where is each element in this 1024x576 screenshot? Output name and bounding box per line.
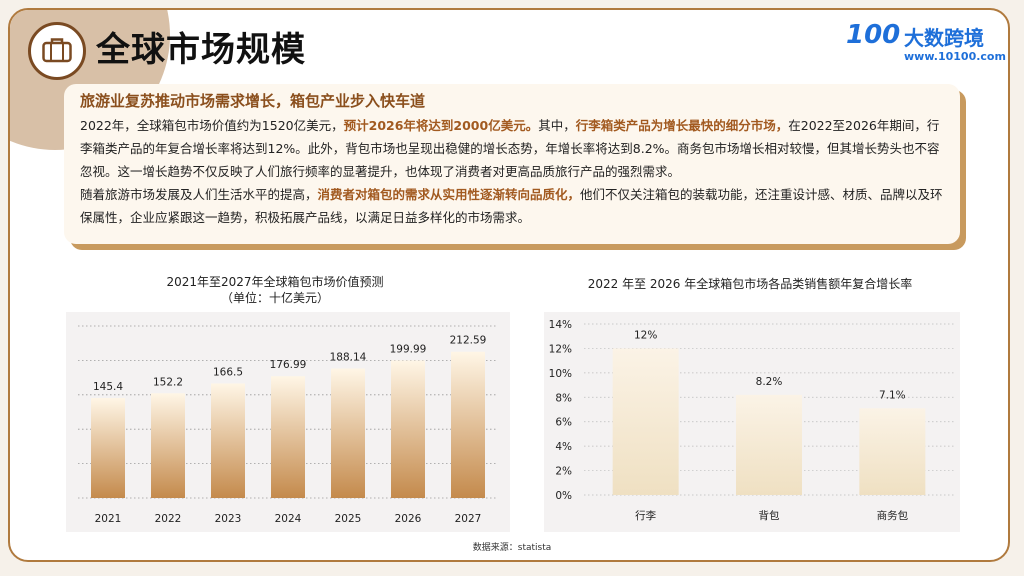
brand-logo: 100 大数跨境 www.10100.com xyxy=(846,20,1006,70)
chart2-y-tick: 4% xyxy=(555,441,572,453)
summary-paragraph-1: 2022年，全球箱包市场价值约为1520亿美元，预计2026年将达到2000亿美… xyxy=(80,114,950,183)
chart2-y-tick: 0% xyxy=(555,490,572,502)
summary-body: 2022年，全球箱包市场价值约为1520亿美元，预计2026年将达到2000亿美… xyxy=(80,114,950,229)
chart1-title-block: 2021年至2027年全球箱包市场价值预测 （单位：十亿美元） xyxy=(110,274,440,306)
chart1-value-label: 212.59 xyxy=(450,335,487,347)
chart2-y-tick: 8% xyxy=(555,392,572,404)
chart2-title: 2022 年至 2026 年全球箱包市场各品类销售额年复合增长率 xyxy=(587,277,913,291)
chart2-bar xyxy=(612,348,679,495)
chart1-bar xyxy=(151,393,185,498)
chart2-x-tick: 行李 xyxy=(635,509,656,522)
p2-text-a: 随着旅游市场发展及人们生活水平的提高， xyxy=(80,187,318,202)
chart2-x-tick: 商务包 xyxy=(877,509,909,522)
chart1-value-label: 176.99 xyxy=(270,359,307,371)
chart2-y-tick: 12% xyxy=(549,343,572,355)
data-source: 数据来源：statista xyxy=(472,543,552,553)
chart1-value-label: 188.14 xyxy=(330,352,367,364)
p1-highlight-1: 预计2026年将达到2000亿美元。 xyxy=(343,118,539,133)
chart1-value-label: 199.99 xyxy=(390,343,427,355)
chart2-y-tick: 14% xyxy=(549,319,572,331)
logo-mark: 100 xyxy=(846,20,901,50)
chart2-y-tick: 2% xyxy=(555,466,572,478)
chart2-svg: 0% 2% 4% 6% 8% 10% 12% 14% 12% 行李 8.2% 背包 7.1% 商务包 xyxy=(549,319,954,522)
chart1-bar xyxy=(211,383,245,498)
chart2-bar xyxy=(736,394,802,495)
chart2-x-tick: 背包 xyxy=(759,509,780,522)
chart1-bar xyxy=(391,360,425,498)
chart2-bar xyxy=(859,408,926,495)
chart1-bar xyxy=(91,397,125,498)
logo-url: www.10100.com xyxy=(904,50,1006,63)
chart1-bar xyxy=(331,368,365,498)
chart1-value-label: 152.2 xyxy=(153,376,183,388)
chart1-panel: 145.4 2021 152.2 2022 166.5 2023 176.99 2024 188… xyxy=(66,312,510,532)
chart1-value-label: 166.5 xyxy=(213,366,243,378)
chart1-bar xyxy=(271,376,305,498)
page-title: 全球市场规模 xyxy=(96,30,306,70)
chart2-y-tick: 10% xyxy=(549,368,572,380)
p1-text-c: 在2022至2026年期间，行李箱类产品的年复合增长率将达到12%。此外，背包市… xyxy=(80,118,940,179)
p2-highlight: 消费者对箱包的需求从实用性逐渐转向品质化， xyxy=(317,187,581,202)
chart1-value-label: 145.4 xyxy=(93,381,123,393)
chart1-x-tick: 2027 xyxy=(455,513,482,525)
chart1-x-tick: 2024 xyxy=(275,513,302,525)
chart1-x-tick: 2025 xyxy=(335,513,362,525)
summary-card: 旅游业复苏推动市场需求增长，箱包产业步入快车道 2022年，全球箱包市场价值约为… xyxy=(64,84,960,244)
chart2-value-label: 12% xyxy=(634,329,657,341)
chart1-x-tick: 2021 xyxy=(95,513,122,525)
logo-name: 大数跨境 xyxy=(904,26,984,50)
chart2-value-label: 7.1% xyxy=(879,389,906,401)
chart1-subtitle: （单位：十亿美元） xyxy=(220,291,329,305)
chart2-y-tick: 6% xyxy=(555,417,572,429)
p1-text-b: 其中， xyxy=(538,118,576,133)
summary-heading: 旅游业复苏推动市场需求增长，箱包产业步入快车道 xyxy=(80,92,426,110)
chart1-svg: 145.4 2021 152.2 2022 166.5 2023 176.99 2024 188… xyxy=(78,325,498,525)
chart1-x-tick: 2022 xyxy=(155,513,182,525)
p2-text-b: 他们不仅关注箱包的装载功能，还注重设计感、材质、品牌以及环保属性，企业应紧跟这一… xyxy=(80,187,943,225)
chart1-bar xyxy=(451,351,485,498)
chart2-panel: 0% 2% 4% 6% 8% 10% 12% 14% 12% 行李 8.2% 背包 7.1% 商务包 xyxy=(544,312,960,532)
p1-text-a: 2022年，全球箱包市场价值约为1520亿美元， xyxy=(80,118,344,133)
chart1-x-tick: 2026 xyxy=(395,513,422,525)
summary-paragraph-2: 随着旅游市场发展及人们生活水平的提高，消费者对箱包的需求从实用性逐渐转向品质化，… xyxy=(80,183,950,229)
chart1-x-tick: 2023 xyxy=(215,513,242,525)
chart1-title: 2021年至2027年全球箱包市场价值预测 xyxy=(166,275,384,289)
p1-highlight-2: 行李箱类产品为增长最快的细分市场， xyxy=(575,118,789,133)
chart2-value-label: 8.2% xyxy=(756,376,783,388)
suitcase-icon xyxy=(28,22,86,80)
